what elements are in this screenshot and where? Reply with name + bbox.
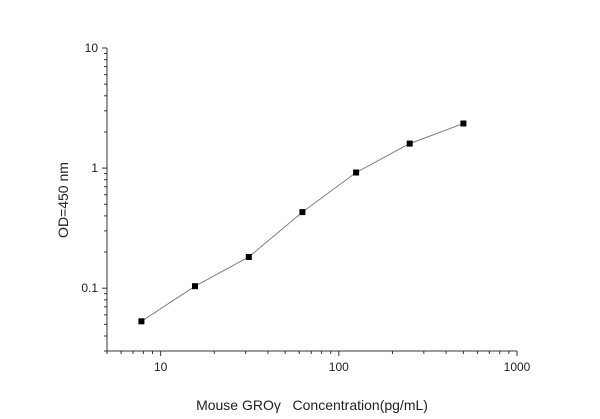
- data-point: [138, 318, 145, 325]
- y-axis-title: OD=450 nm: [55, 162, 71, 238]
- data-point: [353, 169, 360, 176]
- x-axis-ticks: 10 100 1000: [106, 351, 531, 374]
- data-point: [460, 120, 467, 127]
- data-point: [406, 140, 413, 147]
- x-tick-label: 1000: [504, 360, 531, 374]
- data-point: [299, 209, 306, 216]
- y-tick-label: 1: [91, 161, 98, 175]
- series-points: [138, 120, 467, 325]
- y-tick-label: 10: [85, 41, 99, 55]
- x-axis-title: Mouse GROγ Concentration(pg/mL): [196, 397, 428, 413]
- x-tick-label: 10: [154, 360, 168, 374]
- y-axis-ticks: 0.1 1 10: [81, 41, 107, 352]
- x-tick-label: 100: [329, 360, 349, 374]
- series-lines: [141, 123, 464, 322]
- data-point: [245, 254, 252, 260]
- y-tick-label: 0.1: [81, 281, 98, 295]
- data-point: [192, 283, 198, 290]
- series-line: [141, 123, 464, 322]
